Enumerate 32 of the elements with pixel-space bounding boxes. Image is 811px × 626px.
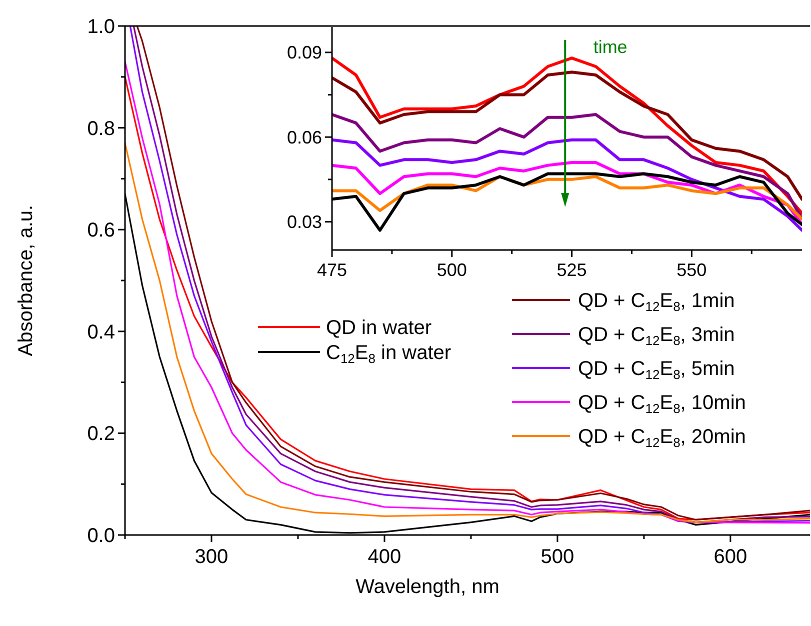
y-axis-title: Absorbance, a.u. [15, 204, 37, 356]
line-series [332, 113, 802, 220]
x-tick-label: 600 [714, 546, 748, 568]
legend-label: QD + C$_{12}$E$_{8}$, 1min [578, 290, 735, 314]
y-tick-label: 1.0 [87, 16, 115, 38]
x-tick-label: 550 [676, 260, 707, 280]
line-series [332, 138, 802, 232]
y-tick-label: 0.0 [87, 525, 115, 547]
y-tick-label: 0.03 [286, 212, 322, 232]
y-tick-label: 0.06 [286, 127, 322, 148]
x-tick-label: 525 [556, 260, 587, 280]
y-tick-label: 0.2 [87, 423, 115, 446]
annotation: time [593, 37, 628, 57]
y-tick-label: 0.8 [87, 118, 115, 140]
line-series [332, 56, 802, 215]
y-tick-label: 0.6 [87, 220, 115, 242]
line-series [125, 142, 810, 524]
x-axis-title: Wavelength, nm [356, 576, 500, 598]
legend-label: QD in water [326, 317, 432, 339]
legend-label: C$_{12}$E$_{8}$ in water [326, 342, 452, 366]
y-tick-label: 0.4 [87, 321, 115, 344]
legend-label: QD + C$_{12}$E$_{8}$, 5min [578, 358, 735, 382]
x-tick-label: 500 [436, 260, 467, 280]
legend-label: QD + C$_{12}$E$_{8}$, 20min [578, 426, 746, 450]
x-tick-label: 300 [194, 546, 228, 568]
x-tick-label: 400 [368, 546, 402, 568]
x-tick-label: 500 [540, 546, 574, 568]
legend-label: QD + C$_{12}$E$_{8}$, 3min [578, 324, 735, 348]
line-series [332, 70, 802, 201]
y-tick-label: 0.09 [286, 42, 322, 63]
legend-label: QD + C$_{12}$E$_{8}$, 10min [578, 392, 746, 416]
x-tick-label: 475 [316, 260, 348, 280]
